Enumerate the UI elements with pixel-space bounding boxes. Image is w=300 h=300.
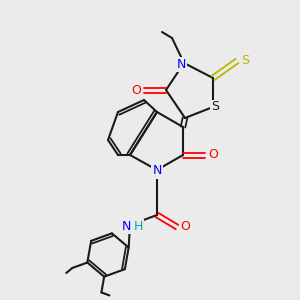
- Text: H: H: [133, 220, 143, 232]
- Text: N: N: [176, 58, 186, 70]
- Text: N: N: [152, 164, 162, 178]
- Text: N: N: [121, 220, 131, 232]
- Text: O: O: [208, 148, 218, 161]
- Text: S: S: [241, 55, 249, 68]
- Text: O: O: [180, 220, 190, 233]
- Text: S: S: [211, 100, 219, 113]
- Text: O: O: [131, 83, 141, 97]
